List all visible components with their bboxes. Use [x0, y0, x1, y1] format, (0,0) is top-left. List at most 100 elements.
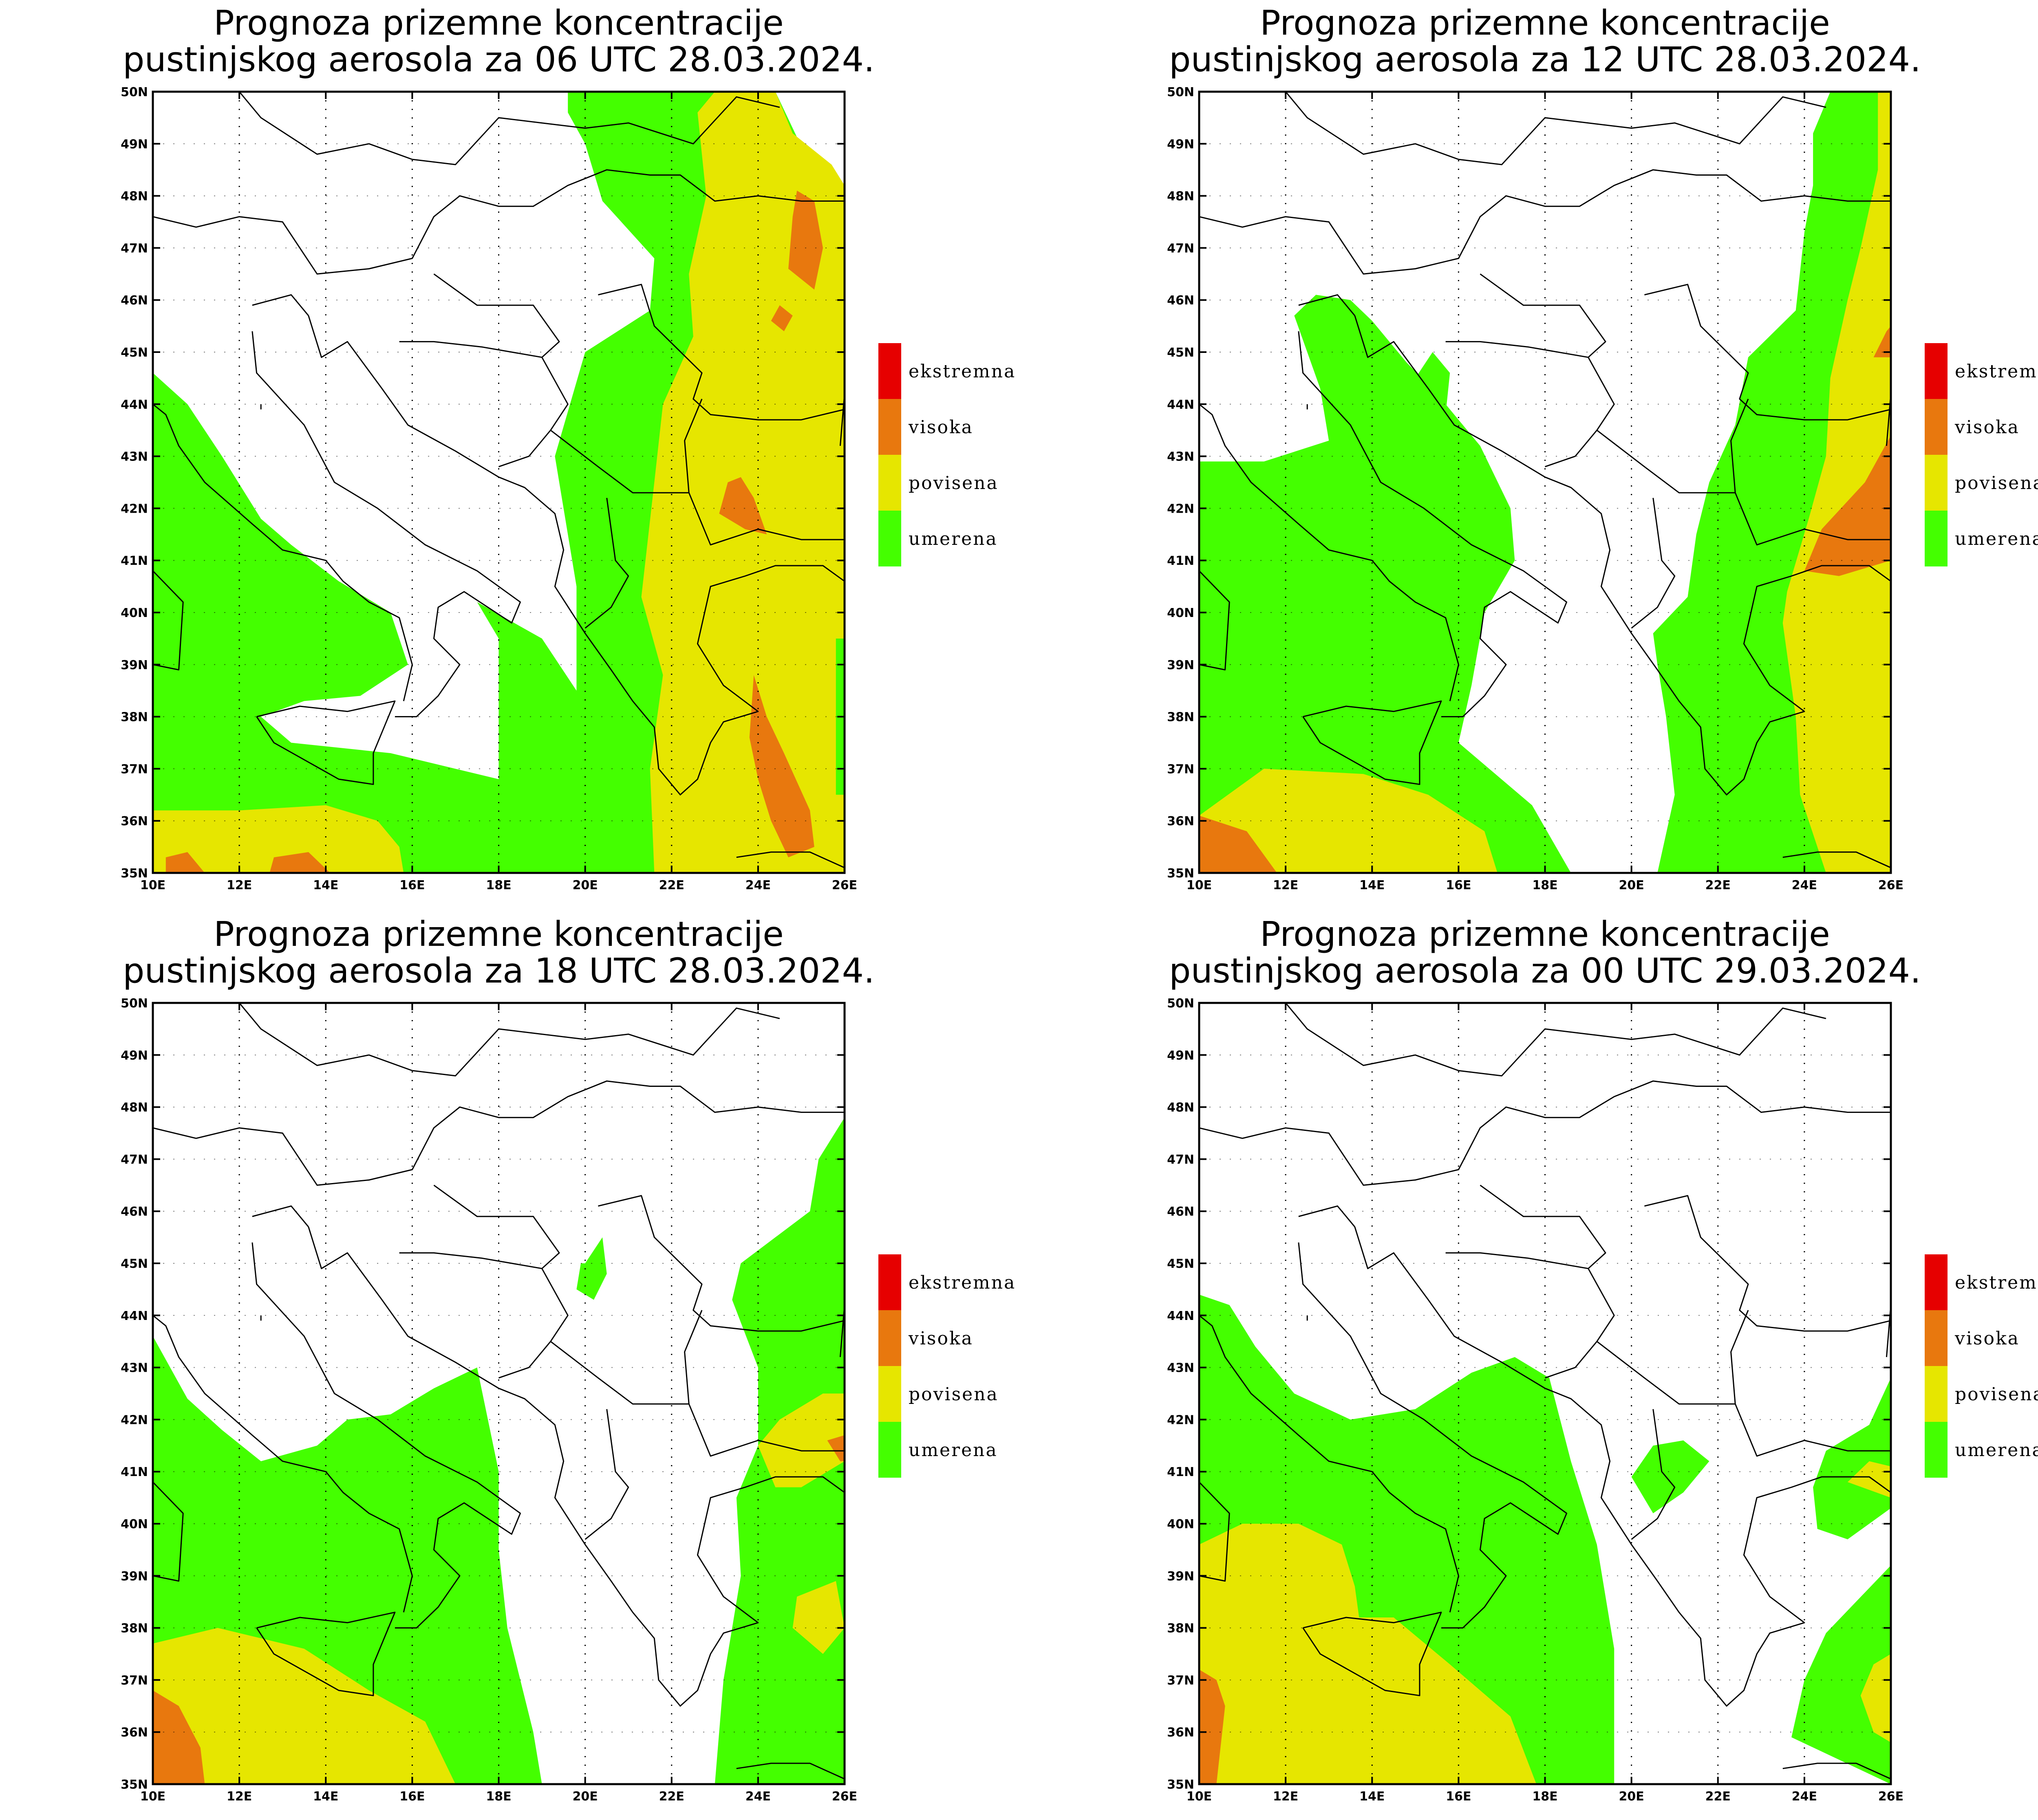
forecast-panel-06utc: Prognoza prizemne koncentracijepustinjsk…	[121, 3, 1015, 892]
coastline-border	[399, 341, 542, 358]
legend-swatch-povisena	[1925, 1366, 1948, 1422]
coastline-border	[1302, 700, 1442, 785]
lon-tick-label: 18E	[486, 878, 511, 892]
coastline-border	[1298, 1242, 1567, 1629]
visoka-area	[1804, 435, 1891, 576]
panel-title-line1: Prognoza prizemne koncentracije	[214, 914, 784, 954]
povisena-area	[1782, 92, 1891, 873]
panel-title-line2: pustinjskog aerosola za 06 UTC 28.03.202…	[123, 40, 875, 79]
coastline-border	[598, 284, 845, 421]
lon-tick-label: 16E	[399, 878, 425, 892]
lon-tick-label: 26E	[832, 878, 857, 892]
coastline-border	[736, 851, 845, 868]
coastline-border	[1730, 1310, 1749, 1404]
legend: ekstremna visoka povisena umerena	[1925, 343, 2038, 566]
legend: ekstremna visoka povisena umerena	[878, 1254, 1015, 1478]
umerena-area	[1631, 1440, 1709, 1514]
lat-tick-label: 35N	[121, 866, 148, 881]
lat-tick-label: 36N	[1167, 814, 1194, 828]
coastline-border	[308, 1227, 845, 1707]
lon-tick-label: 14E	[313, 878, 338, 892]
lon-tick-label: 26E	[1878, 1789, 1903, 1804]
visoka-area	[153, 1690, 205, 1784]
coastline-border	[584, 1409, 629, 1540]
lat-tick-label: 49N	[121, 137, 148, 152]
map-area	[153, 1003, 845, 1784]
lon-tick-label: 20E	[573, 1789, 598, 1804]
coastline-border	[684, 399, 703, 493]
lon-tick-label: 18E	[1532, 878, 1557, 892]
coastline-border	[1285, 92, 1826, 165]
coastline-border	[399, 1252, 542, 1269]
lat-tick-label: 49N	[121, 1049, 148, 1063]
panel-title-line1: Prognoza prizemne koncentracije	[214, 3, 784, 43]
lon-tick-label: 16E	[1446, 1789, 1471, 1804]
coastline-border	[433, 1185, 569, 1379]
povisena-area	[758, 1393, 845, 1487]
forecast-panel-18utc: Prognoza prizemne koncentracijepustinjsk…	[121, 914, 1015, 1804]
legend-swatch-ekstremna	[878, 343, 901, 399]
legend-swatch-visoka	[878, 1310, 901, 1366]
lon-tick-label: 10E	[140, 878, 165, 892]
legend-swatch-umerena	[1925, 1422, 1948, 1478]
legend-swatch-ekstremna	[1925, 1254, 1948, 1310]
povisena-area	[1860, 1654, 1891, 1743]
lat-tick-label: 49N	[1167, 1049, 1194, 1063]
lon-tick-label: 24E	[746, 1789, 771, 1804]
lat-tick-label: 44N	[121, 1309, 148, 1323]
lat-tick-label: 40N	[121, 1517, 148, 1531]
coastline-border	[153, 403, 413, 701]
umerena-area	[576, 1237, 607, 1300]
lat-tick-label: 40N	[121, 606, 148, 620]
lat-tick-label: 36N	[121, 814, 148, 828]
lat-tick-label: 36N	[121, 1725, 148, 1740]
lat-tick-label: 43N	[121, 1361, 148, 1375]
legend-label-umerena: umerena	[1955, 1440, 2038, 1461]
lon-tick-label: 18E	[486, 1789, 511, 1804]
lat-tick-label: 40N	[1167, 606, 1194, 620]
lat-tick-label: 42N	[121, 1413, 148, 1427]
povisena-area	[1199, 769, 1498, 873]
legend-swatch-povisena	[1925, 455, 1948, 511]
lon-tick-label: 14E	[313, 1789, 338, 1804]
coastline-border	[1596, 1341, 1891, 1457]
legend-label-povisena: povisena	[1955, 473, 2038, 494]
coastline-border	[1199, 570, 1230, 671]
lon-tick-label: 10E	[1187, 878, 1212, 892]
legend-label-visoka: visoka	[908, 417, 973, 438]
legend-swatch-umerena	[878, 511, 901, 566]
lat-tick-label: 47N	[121, 241, 148, 256]
visoka-area	[165, 852, 205, 873]
lat-tick-label: 47N	[1167, 241, 1194, 256]
lon-tick-label: 14E	[1359, 878, 1385, 892]
lat-tick-label: 37N	[121, 1673, 148, 1688]
lon-tick-label: 24E	[746, 878, 771, 892]
coastline-border	[1644, 1195, 1891, 1332]
coastline-border	[1298, 294, 1355, 316]
lon-tick-label: 16E	[1446, 878, 1471, 892]
coastline-border	[1480, 1185, 1615, 1379]
lat-tick-label: 46N	[121, 1205, 148, 1219]
lat-tick-label: 50N	[121, 996, 148, 1011]
lat-tick-label: 42N	[1167, 1413, 1194, 1427]
lat-tick-label: 37N	[1167, 762, 1194, 776]
visoka-area	[1199, 1669, 1225, 1784]
coastline-border	[550, 1341, 845, 1457]
lat-tick-label: 49N	[1167, 137, 1194, 152]
umerena-area	[1791, 1565, 1891, 1784]
lat-tick-label: 45N	[1167, 1257, 1194, 1271]
coastline-border	[251, 331, 521, 718]
coastline-border	[584, 498, 629, 629]
lat-tick-label: 41N	[121, 1465, 148, 1479]
lon-tick-label: 16E	[399, 1789, 425, 1804]
lat-tick-label: 47N	[121, 1152, 148, 1167]
lon-tick-label: 12E	[1273, 1789, 1298, 1804]
coastline-border	[252, 1205, 309, 1227]
visoka-area	[749, 675, 814, 857]
visoka-area	[771, 305, 793, 331]
lat-tick-label: 38N	[1167, 710, 1194, 725]
coastline-border	[684, 1310, 703, 1404]
lon-tick-label: 22E	[659, 878, 684, 892]
lon-tick-label: 20E	[573, 878, 598, 892]
lon-tick-label: 10E	[1187, 1789, 1212, 1804]
